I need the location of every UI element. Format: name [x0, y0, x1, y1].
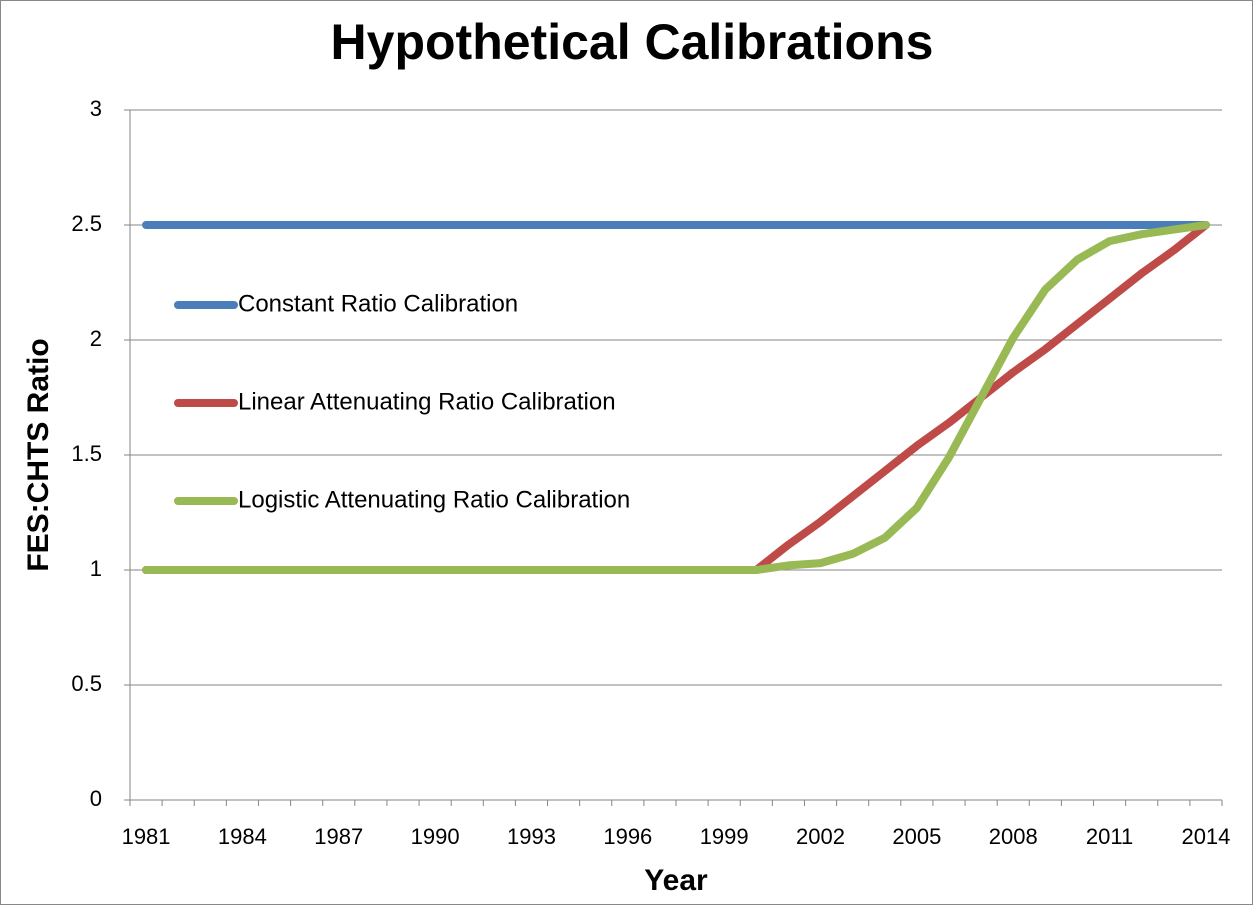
y-tick-label: 0.5 — [71, 671, 102, 696]
legend-label: Constant Ratio Calibration — [238, 290, 518, 317]
x-tick-label: 1984 — [218, 824, 267, 849]
legend-label: Linear Attenuating Ratio Calibration — [238, 388, 616, 415]
x-tick-label: 1987 — [314, 824, 363, 849]
y-tick-label: 2 — [90, 326, 102, 351]
legend-label: Logistic Attenuating Ratio Calibration — [238, 486, 630, 513]
y-tick-label: 0 — [90, 786, 102, 811]
series-line — [142, 221, 1210, 574]
x-tick-label: 1981 — [122, 824, 171, 849]
x-tick-label: 2002 — [796, 824, 845, 849]
y-tick-label: 2.5 — [71, 211, 102, 236]
x-tick-label: 2005 — [892, 824, 941, 849]
y-tick-label: 1.5 — [71, 441, 102, 466]
y-tick-label: 1 — [90, 556, 102, 581]
x-tick-label: 1996 — [603, 824, 652, 849]
x-tick-label: 1993 — [507, 824, 556, 849]
x-tick-label: 1999 — [700, 824, 749, 849]
x-tick-label: 1990 — [411, 824, 460, 849]
chart-title: Hypothetical Calibrations — [331, 14, 934, 70]
y-tick-label: 3 — [90, 96, 102, 121]
x-axis-title: Year — [644, 864, 708, 897]
x-tick-label: 2014 — [1181, 824, 1230, 849]
y-axis-title: FES:CHTS Ratio — [22, 338, 55, 571]
x-tick-label: 2011 — [1086, 824, 1133, 849]
x-tick-label: 2008 — [989, 824, 1038, 849]
